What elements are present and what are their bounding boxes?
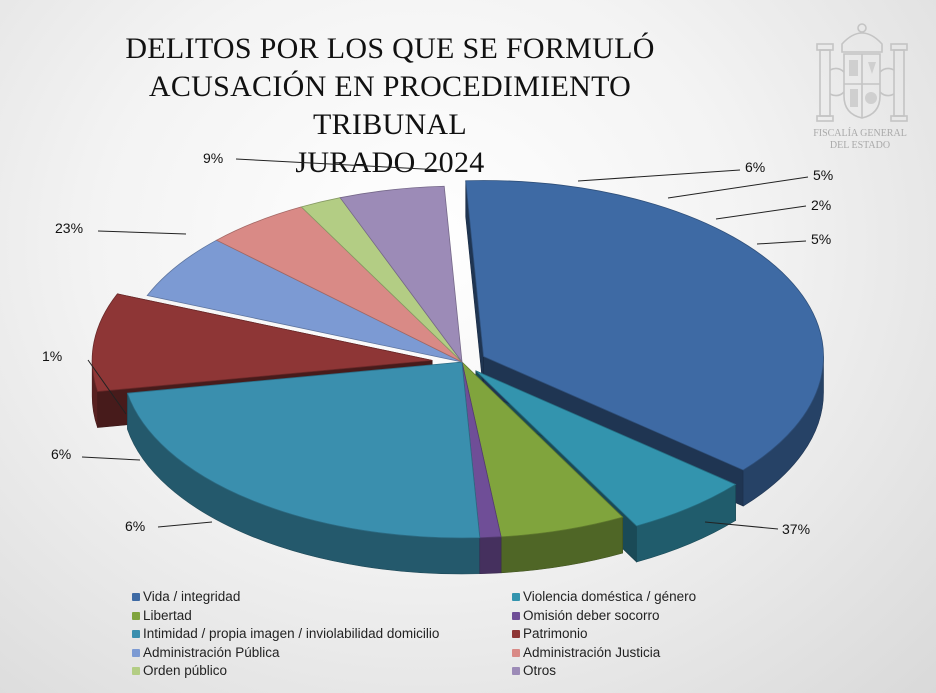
pie-leaders [81,158,809,530]
legend-item-6: Administración Pública [132,644,280,662]
data-label-1: 6% [125,518,145,534]
legend-label-8: Orden público [143,663,228,679]
pie-slice-0 [465,180,824,471]
legend-swatch-8 [132,667,140,676]
leader-line-9 [756,240,807,245]
leader-line-4 [97,230,187,235]
data-label-6: 6% [745,159,765,175]
pie-slice-2 [461,360,624,538]
pie-slice-5 [91,293,433,392]
legend-swatch-4 [132,630,140,639]
legend-swatch-3 [512,611,520,620]
emblem-caption-line-2: DEL ESTADO [829,140,891,151]
legend-label-2: Libertad [143,607,192,623]
legend-swatch-0 [132,593,140,601]
legend-swatch-7 [512,648,520,657]
data-label-7: 5% [813,167,833,183]
legend-label-1: Violencia doméstica / género [523,589,697,604]
chart-title-line-2: ACUSACIÓN EN PROCEDIMIENTO TRIBUNAL [148,70,632,141]
leader-line-1 [157,521,213,528]
leader-line-2 [81,456,141,461]
data-label-4: 23% [55,220,83,236]
legend-swatch-6 [132,648,140,657]
emblem-caption-line-1: FISCALÍA GENERAL [813,128,907,139]
leader-line-5 [235,158,443,171]
legend-swatch-9 [512,667,520,676]
legend-item-1: Violencia doméstica / género [512,588,696,606]
legend-item-3: Omisión deber socorro [512,607,660,625]
legend-item-7: Administración Justicia [512,644,660,662]
coat-of-arms-icon [816,23,908,122]
legend-label-4: Intimidad / propia imagen / inviolabilid… [143,626,440,642]
leader-line-7 [667,176,809,199]
data-label-0: 37% [782,521,810,537]
pie-labels: 37% 6% 6% 1% 23% 9% 6% 5% 2% 5% [42,150,833,537]
chart-title: DELITOS POR LOS QUE SE FORMULÓ ACUSACIÓN… [90,30,690,182]
leader-line-6 [577,169,741,182]
legend-label-9: Otros [523,663,557,679]
data-label-9: 5% [811,231,831,247]
data-label-3: 1% [42,348,62,364]
legend-item-9: Otros [512,662,556,680]
legend-item-4: Intimidad / propia imagen / inviolabilid… [132,625,439,643]
legend-item-5: Patrimonio [512,625,588,643]
legend-label-3: Omisión deber socorro [523,607,660,623]
legend-label-6: Administración Pública [143,644,280,660]
legend-swatch-2 [132,611,140,620]
chart-title-line-1: DELITOS POR LOS QUE SE FORMULÓ [125,32,655,65]
legend-label-5: Patrimonio [523,626,588,642]
pie-slice-9 [339,185,463,364]
legend-label-0: Vida / integridad [143,589,241,604]
pie-side-3 [479,536,502,575]
legend-label-7: Administración Justicia [523,644,661,660]
legend-item-2: Libertad [132,607,192,625]
legend-item-0: Vida / integridad [132,588,240,606]
legend-item-8: Orden público [132,662,227,680]
pie-slice-1 [475,370,737,527]
data-label-8: 2% [811,197,831,213]
emblem-caption: FISCALÍA GENERAL DEL ESTADO [798,128,922,152]
pie-slice-4 [126,361,481,539]
chart-title-line-3: JURADO 2024 [295,146,485,179]
leader-line-3 [87,359,127,415]
leader-line-0 [704,521,779,530]
data-label-2: 6% [51,446,71,462]
leader-line-8 [715,205,807,220]
pie-tops [91,180,824,539]
legend-swatch-5 [512,630,520,639]
pie-slice-6 [146,239,463,363]
data-label-5: 9% [203,150,223,166]
legend-swatch-1 [512,593,520,601]
